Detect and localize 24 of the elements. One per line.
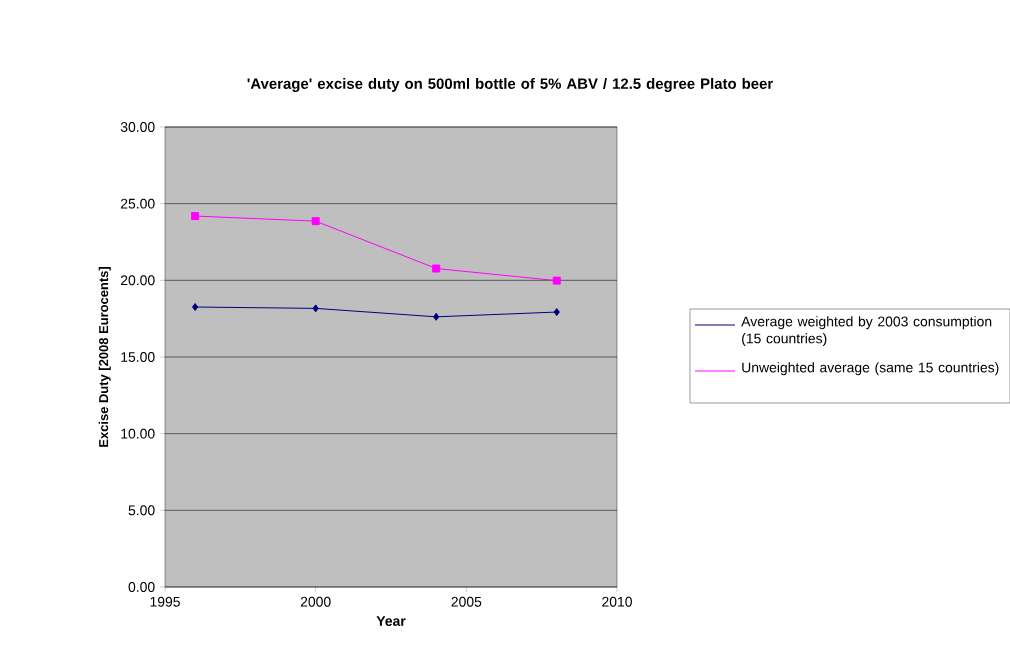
point — [192, 303, 199, 311]
point — [552, 276, 561, 285]
point — [553, 308, 560, 317]
x-tick-label: 2000 — [300, 596, 331, 607]
y-tick-label: 20.00 — [120, 275, 155, 286]
y-tick-label: 25.00 — [120, 198, 155, 209]
legend-label: Average weighted by 2003 consumption (15 countries) — [741, 316, 992, 347]
point — [191, 212, 200, 221]
point — [312, 304, 319, 313]
y-tick-label: 5.00 — [128, 505, 155, 516]
y-tick-label: 10.00 — [121, 428, 155, 439]
point — [311, 217, 320, 226]
y-tick-label: 30.00 — [120, 122, 155, 132]
legend-label: Unweighted average (same 15 countries) — [742, 362, 999, 376]
y-tick-label: 0.00 — [128, 582, 155, 592]
point — [432, 264, 441, 273]
x-tick-label: 2010 — [602, 596, 632, 607]
y-tick-label: 15.00 — [121, 352, 155, 362]
x-axis-title: Year — [376, 616, 406, 626]
y-axis-title: Excise Duty [2008 Eurocents] — [98, 267, 111, 447]
x-tick-label: 2005 — [451, 596, 482, 607]
point — [433, 312, 440, 321]
chart-title: 'Average' excise duty on 500ml bottle of 5% ABV / 12.5 degree Plato beer — [247, 77, 773, 92]
x-tick-label: 1995 — [150, 596, 180, 607]
